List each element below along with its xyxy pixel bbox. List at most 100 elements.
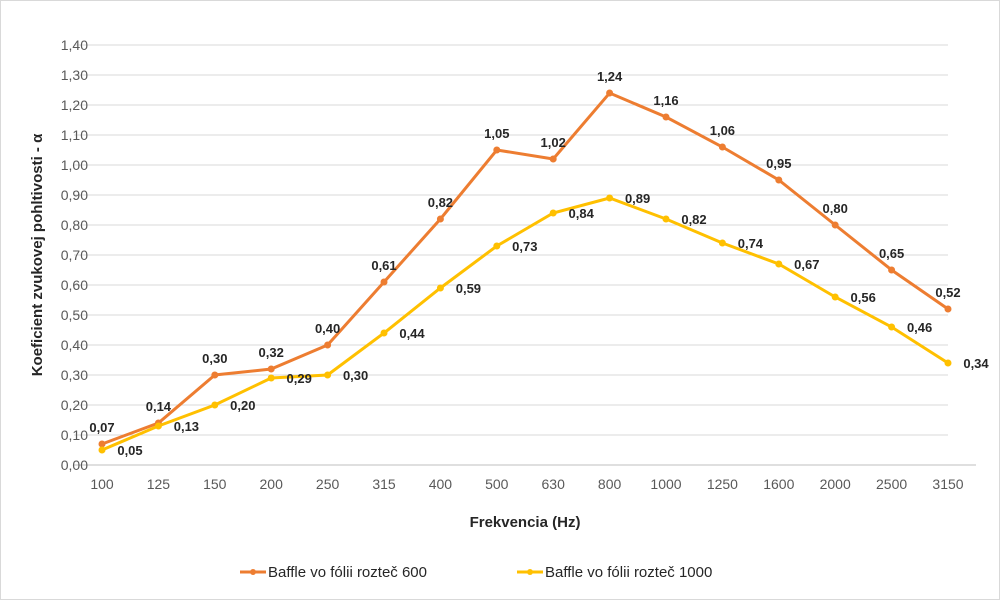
data-point xyxy=(662,215,670,223)
y-tick-label: 1,40 xyxy=(61,37,88,53)
data-point xyxy=(324,371,332,379)
x-tick-label: 1600 xyxy=(763,476,794,492)
data-point xyxy=(831,221,839,229)
y-tick-labels: 0,00 0,10 0,20 0,30 0,40 0,50 0,60 0,70 0,80 0,90… xyxy=(61,37,88,473)
x-tick-label: 630 xyxy=(542,476,566,492)
series-group: 0,07 0,14 0,30 0,32 0,40 0,61 0,82 1,05 1,02 1,24… xyxy=(89,69,989,458)
data-label: 0,61 xyxy=(371,258,396,273)
y-tick-label: 0,10 xyxy=(61,427,88,443)
data-point xyxy=(380,278,388,286)
data-label: 0,67 xyxy=(794,257,819,272)
data-point xyxy=(98,446,106,454)
x-tick-label: 150 xyxy=(203,476,227,492)
data-label: 0,32 xyxy=(259,345,284,360)
data-label: 0,05 xyxy=(117,443,142,458)
x-tick-labels: 100 125 150 200 250 315 400 500 630 800 1000 1250 16… xyxy=(90,476,963,492)
data-label: 0,95 xyxy=(766,156,791,171)
legend-label: Baffle vo fólii rozteč 600 xyxy=(268,564,427,581)
data-point xyxy=(775,260,783,268)
y-tick-label: 0,70 xyxy=(61,247,88,263)
legend: Baffle vo fólii rozteč 600 Baffle vo fóli… xyxy=(240,564,712,581)
x-axis-title: Frekvencia (Hz) xyxy=(470,514,581,531)
data-point xyxy=(324,341,332,349)
data-label: 0,29 xyxy=(287,371,312,386)
data-label: 0,13 xyxy=(174,419,199,434)
data-point xyxy=(549,155,557,163)
data-label: 0,44 xyxy=(399,326,425,341)
data-point xyxy=(944,359,952,367)
x-tick-label: 315 xyxy=(372,476,396,492)
data-point xyxy=(493,242,501,250)
data-label: 0,34 xyxy=(963,356,989,371)
data-label: 1,06 xyxy=(710,123,735,138)
data-label: 0,59 xyxy=(456,281,481,296)
x-tick-label: 100 xyxy=(90,476,114,492)
y-tick-label: 0,30 xyxy=(61,367,88,383)
x-tick-label: 200 xyxy=(260,476,284,492)
data-label: 0,52 xyxy=(935,285,960,300)
x-tick-label: 250 xyxy=(316,476,340,492)
data-label: 0,14 xyxy=(146,399,172,414)
data-point xyxy=(606,194,614,202)
data-point xyxy=(380,329,388,337)
data-point xyxy=(267,374,275,382)
data-label: 1,16 xyxy=(653,93,678,108)
data-point xyxy=(436,215,444,223)
data-label: 0,82 xyxy=(681,212,706,227)
x-tick-label: 1250 xyxy=(707,476,738,492)
y-axis-title: Koeficient zvukovej pohltivosti - α xyxy=(29,133,46,376)
y-tick-label: 0,20 xyxy=(61,397,88,413)
data-label: 0,40 xyxy=(315,321,340,336)
series-line xyxy=(101,196,949,452)
data-point xyxy=(718,239,726,247)
data-label: 1,02 xyxy=(541,135,566,150)
data-point xyxy=(831,293,839,301)
data-point xyxy=(98,440,106,448)
y-tick-label: 0,40 xyxy=(61,337,88,353)
data-label: 0,46 xyxy=(907,320,932,335)
y-tick-label: 1,00 xyxy=(61,157,88,173)
y-tick-label: 0,80 xyxy=(61,217,88,233)
y-tick-label: 1,10 xyxy=(61,127,88,143)
x-tick-label: 800 xyxy=(598,476,622,492)
x-tick-label: 2500 xyxy=(876,476,907,492)
y-tick-label: 1,20 xyxy=(61,97,88,113)
data-label: 0,30 xyxy=(202,351,227,366)
data-point xyxy=(662,113,670,121)
data-label: 0,65 xyxy=(879,246,904,261)
data-point xyxy=(154,422,162,430)
data-point xyxy=(718,143,726,151)
legend-marker xyxy=(527,569,533,575)
data-point xyxy=(493,146,501,154)
data-label: 1,24 xyxy=(597,69,623,84)
data-point xyxy=(888,323,896,331)
x-tick-label: 500 xyxy=(485,476,509,492)
data-point xyxy=(436,284,444,292)
data-point xyxy=(211,401,219,409)
x-tick-label: 1000 xyxy=(650,476,681,492)
data-label: 0,74 xyxy=(738,236,764,251)
data-point xyxy=(211,371,219,379)
gridlines xyxy=(74,44,976,466)
y-tick-label: 0,60 xyxy=(61,277,88,293)
data-label: 1,05 xyxy=(484,126,509,141)
data-label: 0,73 xyxy=(512,239,537,254)
data-point xyxy=(606,89,614,97)
legend-marker xyxy=(250,569,256,575)
data-label: 0,30 xyxy=(343,368,368,383)
y-tick-label: 0,00 xyxy=(61,457,88,473)
x-tick-label: 3150 xyxy=(932,476,963,492)
series-2: 0,05 0,13 0,20 0,29 0,30 0,44 0,59 0,73 0,84 0,89… xyxy=(98,191,989,458)
y-tick-label: 0,90 xyxy=(61,187,88,203)
legend-label: Baffle vo fólii rozteč 1000 xyxy=(545,564,712,581)
x-tick-label: 125 xyxy=(147,476,171,492)
data-label: 0,80 xyxy=(823,201,848,216)
x-tick-label: 2000 xyxy=(820,476,851,492)
data-label: 0,56 xyxy=(851,290,876,305)
y-tick-label: 1,30 xyxy=(61,67,88,83)
data-label: 0,82 xyxy=(428,195,453,210)
data-point xyxy=(775,176,783,184)
data-label: 0,20 xyxy=(230,398,255,413)
data-point xyxy=(267,365,275,373)
